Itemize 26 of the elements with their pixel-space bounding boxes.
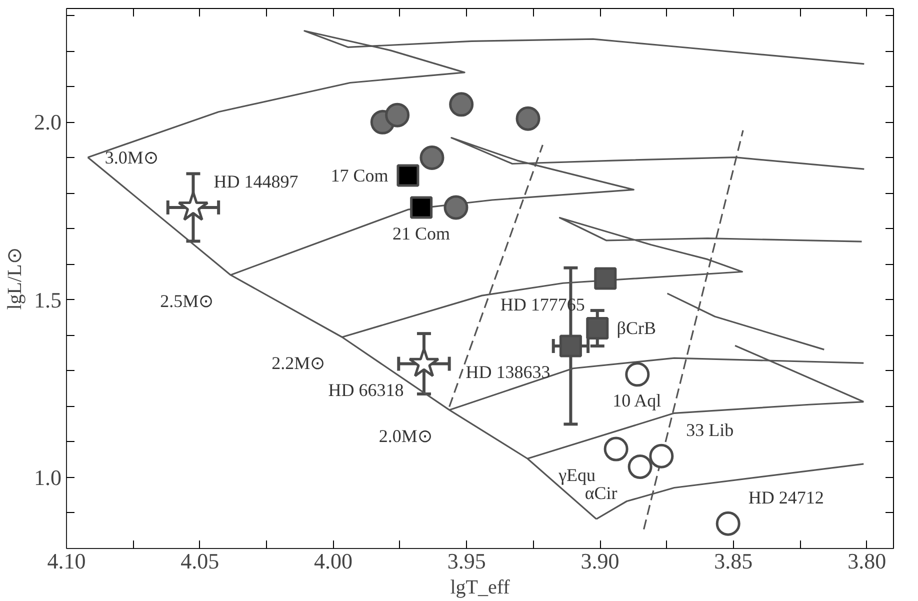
x-tick-label: 4.10 [47,548,86,574]
annotation: HD 144897 [214,171,298,192]
annotation: 2.5M⊙ [160,290,214,311]
x-tick-label: 3.90 [580,548,620,574]
x-tick-label: 3.95 [447,548,486,574]
annotation: γEqu [558,465,596,486]
annotation: 3.0M⊙ [104,147,158,168]
y-tick-label: 1.0 [34,464,62,490]
x-axis-title: lgT_eff [450,576,510,598]
annotation: 2.0M⊙ [378,426,432,446]
x-tick-label: 3.85 [714,548,753,574]
y-axis-title: lgL/L⊙ [4,247,26,310]
annotation: βCrB [616,318,656,338]
annotation: 33 Lib [686,420,734,440]
annotation: 10 Aql [612,390,662,410]
annotation: 2.2M⊙ [272,353,326,374]
x-tick-label: 4.00 [314,548,353,574]
y-tick-label: 1.5 [34,287,62,312]
x-tick-label: 3.80 [848,548,886,574]
x-tick-label: 4.05 [180,548,220,574]
annotation: 21 Com [392,223,450,244]
annotation: 17 Com [330,165,388,186]
annotation: HD 24712 [748,488,824,508]
y-tick-label: 2.0 [34,110,62,135]
annotation: HD 66318 [328,380,404,400]
annotation: HD 138633 [466,362,550,382]
